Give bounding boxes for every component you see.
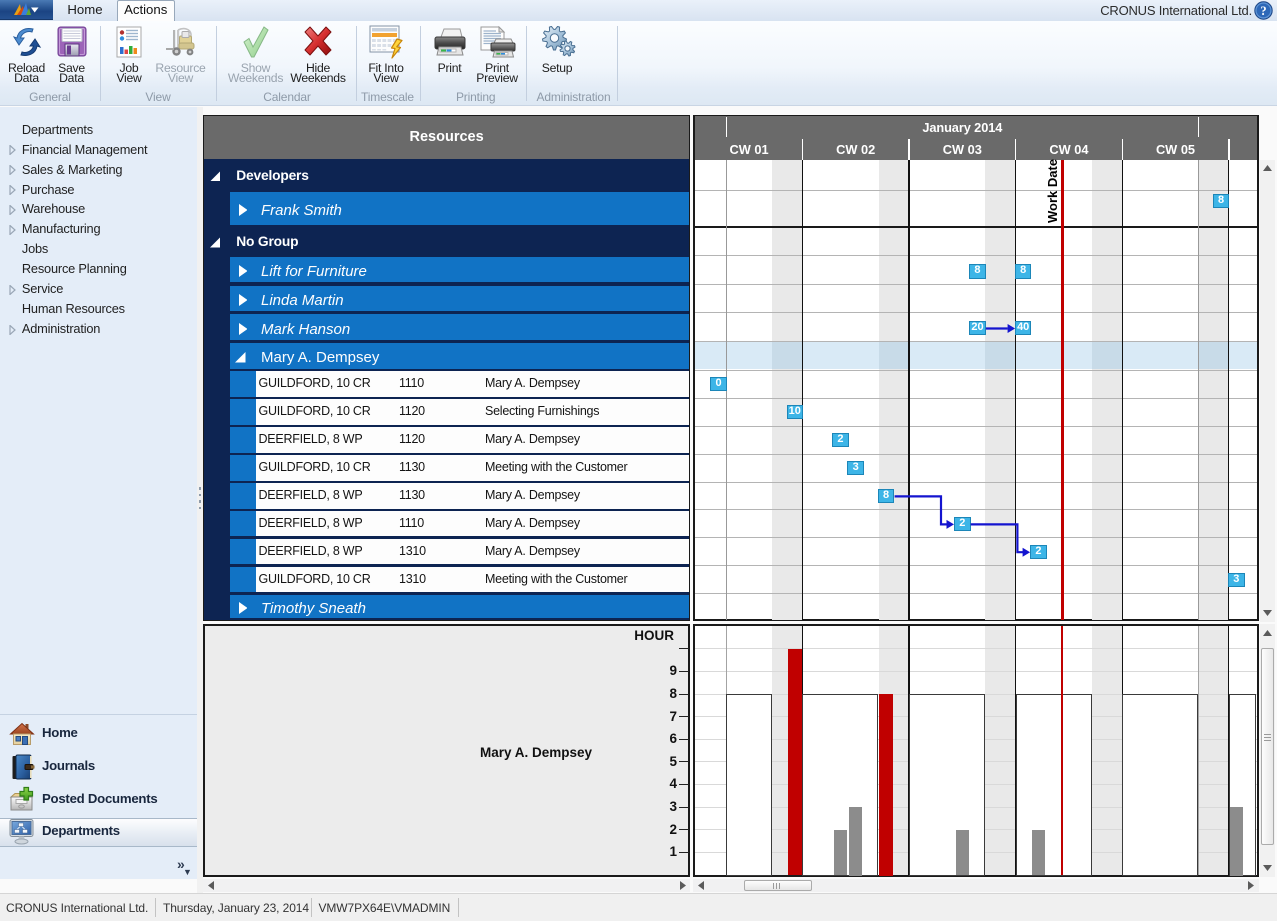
svg-text:?: ? [1260,4,1266,18]
